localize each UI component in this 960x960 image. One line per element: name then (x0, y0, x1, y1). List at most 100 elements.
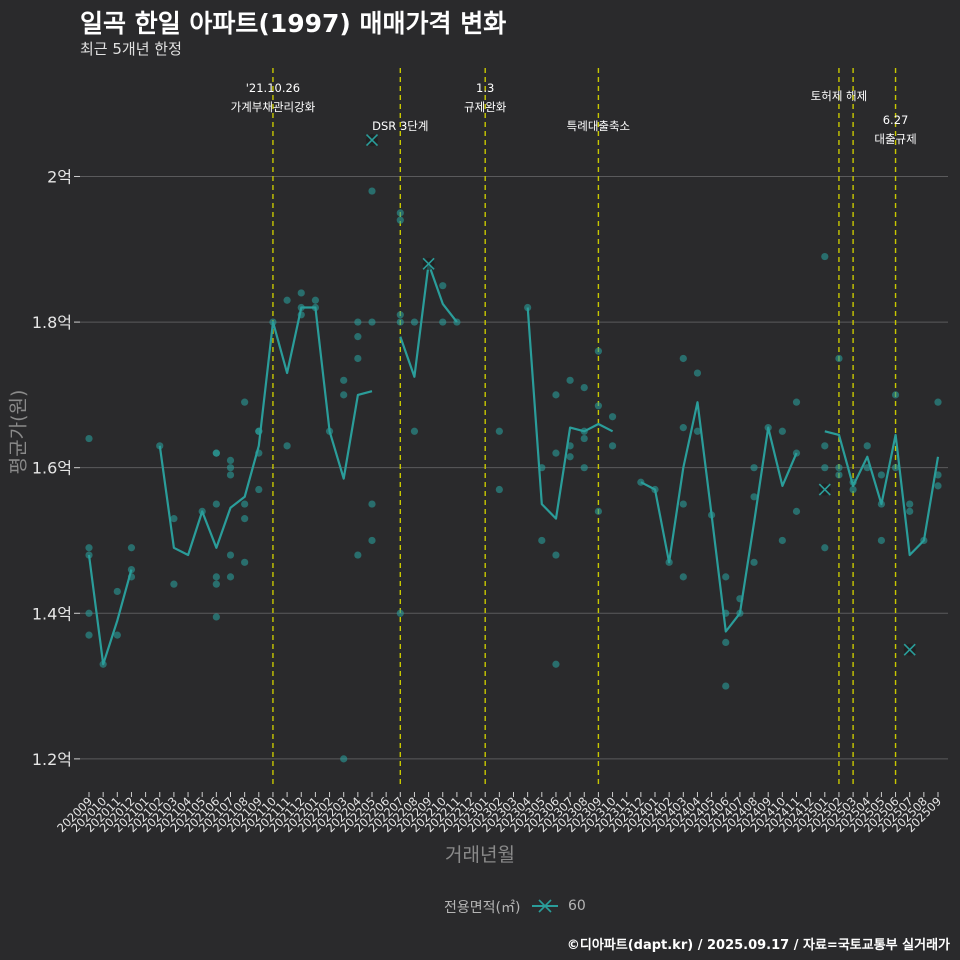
series-line-segment-4 (640, 401, 798, 633)
event-label-4: 토허제 해제 (811, 89, 868, 103)
data-point-117 (849, 485, 857, 494)
data-point-123 (877, 471, 886, 479)
data-point-90 (679, 424, 687, 432)
data-point-111 (821, 464, 829, 472)
data-point-67 (538, 536, 546, 545)
data-point-96 (722, 638, 730, 647)
data-point-41 (311, 296, 319, 304)
data-point-9 (127, 566, 136, 574)
data-point-73 (566, 453, 574, 461)
data-point-58 (396, 209, 404, 217)
data-point-127 (906, 500, 914, 508)
data-point-16 (212, 580, 220, 588)
series-line-segment-3 (526, 307, 614, 520)
data-point-61 (439, 318, 447, 326)
data-point-57 (396, 216, 404, 224)
data-point-92 (693, 427, 702, 435)
data-point-80 (594, 507, 603, 515)
data-point-6 (113, 587, 121, 596)
cross-marker-0 (365, 134, 379, 147)
event-label-3: 특례대출축소 (567, 119, 630, 133)
data-point-55 (396, 318, 404, 326)
data-point-72 (552, 391, 560, 399)
data-point-39 (297, 289, 305, 297)
data-point-27 (241, 515, 249, 523)
data-point-98 (722, 573, 730, 581)
series-line-segment-1 (158, 306, 373, 557)
data-point-59 (410, 427, 419, 435)
data-point-93 (693, 369, 702, 377)
data-point-116 (835, 354, 843, 363)
data-point-15 (212, 613, 220, 621)
data-point-21 (226, 573, 235, 581)
data-point-115 (835, 464, 843, 472)
cross-marker-stroke-b-0 (365, 134, 379, 147)
y-axis-label: 평균가(원) (7, 389, 30, 475)
data-point-82 (594, 347, 603, 355)
cross-marker-stroke-b-3 (903, 643, 916, 656)
data-point-35 (283, 442, 291, 450)
data-point-71 (552, 449, 560, 457)
data-point-107 (792, 507, 801, 515)
data-point-50 (368, 536, 376, 545)
data-point-105 (778, 536, 786, 545)
data-point-18 (212, 500, 220, 508)
x-axis-label: 거래년월 (445, 844, 515, 866)
data-point-102 (750, 493, 758, 501)
legend-title: 전용면적(㎡) (444, 900, 521, 916)
data-point-131 (934, 398, 942, 406)
data-point-36 (283, 296, 291, 304)
data-point-28 (241, 500, 249, 508)
data-point-30 (255, 485, 263, 494)
event-label-6: 대출규제 (874, 132, 916, 146)
data-point-46 (354, 551, 362, 559)
data-point-70 (552, 551, 560, 559)
data-point-13 (170, 580, 178, 588)
data-point-81 (594, 402, 603, 410)
data-point-69 (552, 660, 560, 668)
y-tick-label-0: 1.2억 (32, 750, 72, 769)
event-label-2: 규제완화 (464, 100, 507, 114)
data-point-25 (226, 456, 235, 464)
data-point-114 (835, 471, 843, 479)
data-point-4 (85, 434, 93, 443)
data-point-51 (368, 500, 376, 508)
data-point-109 (792, 398, 801, 406)
y-tick-label-4: 2억 (47, 167, 72, 186)
cross-marker-stroke-b-2 (818, 483, 831, 496)
data-point-60 (410, 318, 419, 326)
data-point-76 (580, 464, 588, 472)
data-point-120 (863, 442, 871, 450)
cross-marker-stroke-b-1 (422, 257, 435, 270)
data-point-43 (340, 755, 348, 763)
legend-key-icon (532, 899, 558, 913)
data-point-89 (679, 500, 687, 508)
data-point-129 (934, 482, 942, 490)
event-label-0: 가계부채관리강화 (231, 100, 316, 114)
data-point-3 (85, 544, 93, 552)
data-point-83 (608, 442, 617, 450)
data-point-29 (241, 398, 249, 406)
series-line-segment-0 (87, 554, 133, 666)
data-point-125 (891, 391, 900, 399)
data-point-103 (750, 464, 758, 472)
data-point-77 (580, 434, 588, 443)
cross-marker-2 (818, 483, 831, 496)
data-point-17 (212, 573, 220, 581)
data-point-112 (821, 442, 829, 450)
data-point-101 (750, 558, 758, 566)
data-point-95 (722, 682, 730, 690)
cross-marker-3 (903, 643, 916, 656)
data-point-7 (113, 631, 121, 639)
data-point-12 (170, 515, 178, 523)
data-point-65 (495, 485, 503, 494)
chart-subtitle: 최근 5개년 한정 (80, 40, 182, 58)
y-tick-label-1: 1.4억 (32, 604, 72, 623)
data-point-1 (85, 631, 93, 639)
data-point-88 (679, 573, 687, 581)
chart-title: 일곡 한일 아파트(1997) 매매가격 변화 (80, 9, 507, 38)
data-point-22 (226, 551, 235, 559)
data-point-54 (396, 609, 404, 617)
event-date-2: 1.3 (476, 81, 494, 95)
